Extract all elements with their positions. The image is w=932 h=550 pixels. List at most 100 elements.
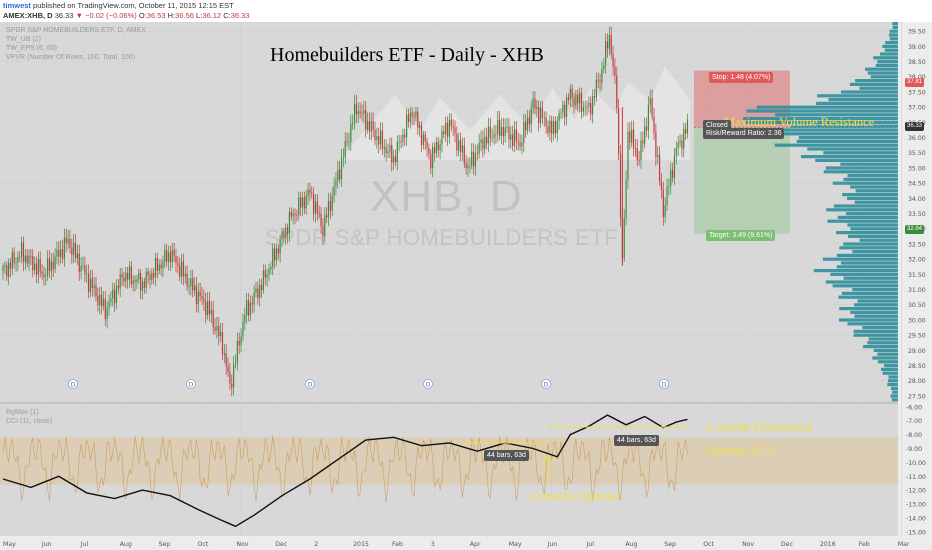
volume-profile-bar [865,67,898,71]
volume-profile-bar [849,82,898,86]
volume-profile-bar [840,261,898,265]
candle-body [593,96,596,98]
candle-body [242,321,244,337]
candle-body [590,102,592,115]
candle-body [614,66,616,76]
candle-body [538,107,540,123]
bars-box-left[interactable]: 44 bars, 63d [484,450,529,461]
uptrend-arrow-head [543,453,553,463]
volume-profile-bar [879,52,898,56]
candle-body [363,110,365,114]
volume-profile-bar [836,253,898,257]
candle-body [184,273,186,277]
volume-profile-bar [823,151,898,155]
indicator-tw-eps[interactable]: TW_EPS (6, 60) [6,45,57,52]
indicator-cci[interactable]: CCI (11, close) [6,418,53,425]
price-tick-label: 29.50 [908,333,926,340]
volume-profile-bar [888,33,898,37]
volume-profile-bar [867,71,898,75]
volume-profile-bar [832,284,898,288]
volume-profile-bar [843,276,898,280]
chart-title-annotation[interactable]: Homebuilders ETF - Daily - XHB [270,44,544,66]
candle-body [463,145,465,164]
candle-body [9,262,12,269]
candle-body [448,119,450,137]
candle-body [19,256,21,258]
candle-body [515,129,517,141]
candle-body [608,34,610,49]
indicator-tick-label: -15.00 [906,529,926,536]
candle-body [616,75,618,109]
dividend-marker [186,379,196,389]
candle-body [30,255,32,257]
candle-body [396,142,398,163]
candle-body [121,274,123,278]
volume-profile-bar [862,326,898,330]
candle-body [214,327,216,331]
candle-body [76,253,78,259]
time-tick-label: Feb [859,541,870,548]
candle-body [63,237,65,259]
candle-body [532,98,534,108]
candle-body [430,153,432,169]
candle-body [169,252,171,263]
volume-profile-bar [843,242,898,246]
candle-body [166,250,168,263]
candle-body [104,298,106,320]
candle-body [394,156,397,163]
candle-body [679,140,681,143]
candle-body [433,147,436,154]
candle-body [411,112,413,117]
candle-body [480,139,482,143]
target-label[interactable]: Target: 3.49 (9.61%) [706,230,776,241]
indicator-tick-label: -10.00 [906,460,926,467]
candle-body [262,270,264,291]
downtrend-annotation[interactable]: 2-month Downtrend [706,419,812,434]
indicator-vpvr[interactable]: VPVR (Number Of Rows, 100, Total, 100) [6,54,136,61]
candle-body [225,353,227,367]
indicator-tick-label: -8.00 [906,432,922,439]
candle-body [324,215,326,237]
volume-profile-bar [836,265,898,269]
bars-box-right[interactable]: 44 bars, 63d [614,435,659,446]
candle-body [47,258,49,276]
volume-profile-bar [827,219,898,223]
candle-body [339,169,341,180]
candle-body [22,242,25,263]
candle-body [314,201,317,214]
candle-body [197,291,199,304]
volume-profile-bar [843,177,898,181]
candle-body [259,285,261,298]
max-volume-annotation[interactable]: Maximum Volume Resistance [724,115,875,129]
candle-body [445,122,447,135]
candle-body [37,259,39,275]
stop-label[interactable]: Stop: 1.48 (4.07%) [709,72,774,83]
time-tick-label: Nov [236,541,248,548]
price-tick-label: 28.00 [908,378,926,385]
candle-body [2,266,4,272]
overbot-annotation[interactable]: Overbot CCI [706,443,774,458]
ohlc-high: 36.56 [175,11,194,20]
candle-body [67,238,69,244]
indicator-tw-ub[interactable]: TW_UB (2) [6,36,41,43]
symbol-name[interactable]: AMEX:XHB, D [3,11,53,20]
uptrend-annotation[interactable]: 2-month Uptrend [530,488,620,503]
volume-profile-bar [880,367,898,371]
candle-body [409,112,411,123]
candle-body [156,258,158,271]
candle-body [558,113,560,121]
candle-body [210,309,212,315]
volume-profile-bar [868,337,898,341]
indicator-main[interactable]: SPDR S&P HOMEBUILDERS ETF, D, AMEX [6,27,146,34]
candle-body [294,213,296,215]
ohlc-low: 36.12 [202,11,222,20]
candle-body [52,261,54,270]
author-link[interactable]: timwest [3,1,31,10]
candle-body [24,255,26,263]
candle-body [93,285,95,289]
candle-body [552,121,555,134]
indicator-rgmov[interactable]: RgMov (1) [6,409,39,416]
candle-body [285,227,287,238]
candle-body [467,165,469,168]
